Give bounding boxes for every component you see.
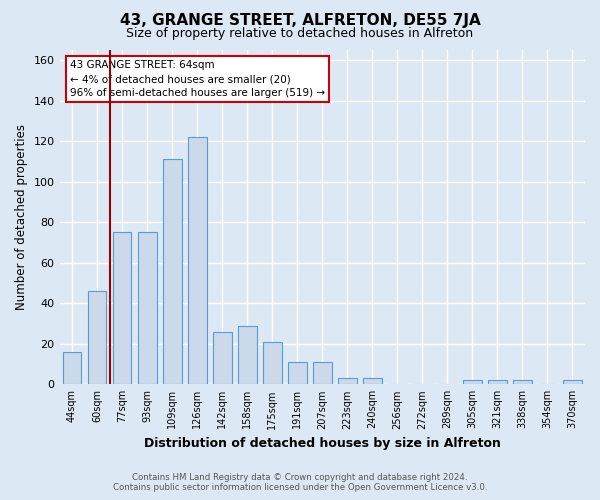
X-axis label: Distribution of detached houses by size in Alfreton: Distribution of detached houses by size …	[144, 437, 501, 450]
Bar	[188, 137, 206, 384]
Bar	[288, 362, 307, 384]
Bar	[138, 232, 157, 384]
Bar	[263, 342, 281, 384]
Bar	[238, 326, 257, 384]
Bar	[62, 352, 82, 384]
Bar	[313, 362, 332, 384]
Y-axis label: Number of detached properties: Number of detached properties	[15, 124, 28, 310]
Bar	[88, 291, 106, 384]
Bar	[338, 378, 356, 384]
Bar	[163, 160, 182, 384]
Text: Size of property relative to detached houses in Alfreton: Size of property relative to detached ho…	[127, 28, 473, 40]
Text: 43 GRANGE STREET: 64sqm
← 4% of detached houses are smaller (20)
96% of semi-det: 43 GRANGE STREET: 64sqm ← 4% of detached…	[70, 60, 325, 98]
Bar	[363, 378, 382, 384]
Bar	[463, 380, 482, 384]
Text: Contains HM Land Registry data © Crown copyright and database right 2024.
Contai: Contains HM Land Registry data © Crown c…	[113, 473, 487, 492]
Bar	[488, 380, 507, 384]
Bar	[113, 232, 131, 384]
Bar	[563, 380, 582, 384]
Bar	[213, 332, 232, 384]
Text: 43, GRANGE STREET, ALFRETON, DE55 7JA: 43, GRANGE STREET, ALFRETON, DE55 7JA	[119, 12, 481, 28]
Bar	[513, 380, 532, 384]
